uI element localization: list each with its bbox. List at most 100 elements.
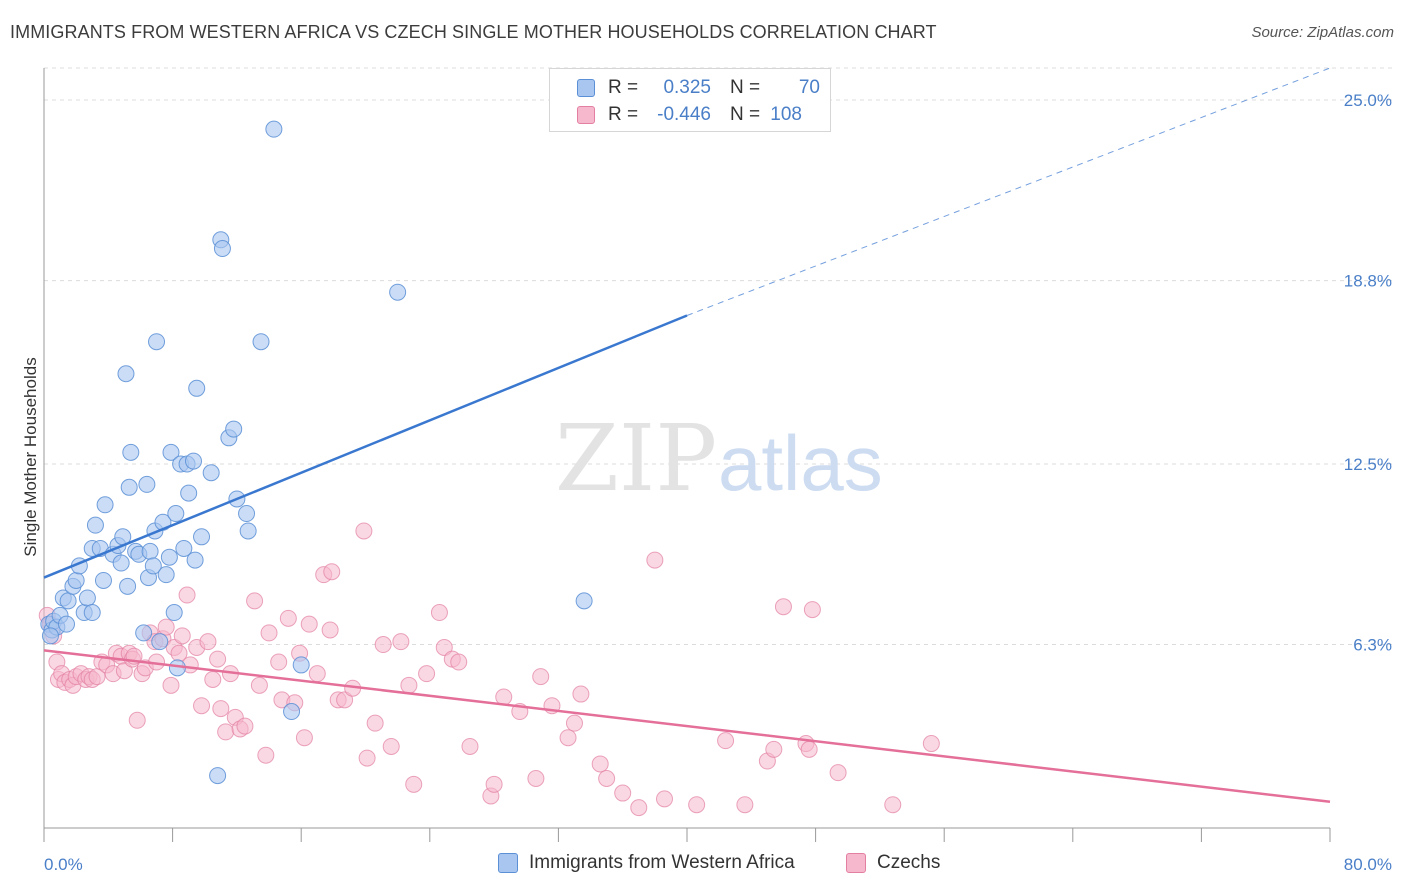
western-africa-point [67, 571, 85, 589]
czechs-point [270, 653, 288, 671]
western-africa-point [138, 475, 156, 493]
czechs-point [295, 729, 313, 747]
czechs-point [630, 799, 648, 817]
western-africa-point [202, 464, 220, 482]
watermark-atlas: atlas [718, 419, 883, 507]
czechs-point [279, 609, 297, 627]
czechs-point [355, 522, 373, 540]
czechs-point [257, 746, 275, 764]
bottom-legend-swatch-pink [846, 853, 866, 873]
bottom-legend-label: Czechs [877, 852, 941, 873]
czechs-point [358, 749, 376, 767]
western-africa-point [157, 566, 175, 584]
czechs-trend-line [43, 649, 1331, 804]
western-africa-point [41, 627, 59, 645]
czechs-point [803, 601, 821, 619]
western-africa-point [180, 484, 198, 502]
y-axis-label: Single Mother Households [21, 357, 40, 556]
western-africa-point [175, 539, 193, 557]
watermark: ZIP atlas [555, 405, 883, 512]
czechs-point [400, 676, 418, 694]
czechs-point [688, 796, 706, 814]
western-africa-trend-extension [686, 67, 1331, 316]
czechs-point [405, 775, 423, 793]
czechs-point [532, 668, 550, 686]
western-africa-point [122, 443, 140, 461]
western-africa-point [86, 516, 104, 534]
grid-lines [44, 67, 1392, 646]
western-africa-point [144, 557, 162, 575]
western-africa-point [120, 478, 138, 496]
western-africa-point [141, 542, 159, 560]
trend-lines [43, 67, 1331, 804]
western-africa-point [112, 554, 130, 572]
bottom-legend-swatch-blue [498, 853, 518, 873]
western-africa-point [96, 496, 114, 514]
legend-n-value: 70 [798, 77, 820, 98]
y-tick-label: 18.8% [1344, 272, 1392, 291]
czechs-point [173, 627, 191, 645]
western-africa-point [265, 120, 283, 138]
chart-title: IMMIGRANTS FROM WESTERN AFRICA VS CZECH … [10, 22, 937, 42]
czechs-point [717, 732, 735, 750]
legend-n-label: N = [730, 104, 761, 125]
axes [43, 68, 1331, 842]
source-note: Source: ZipAtlas.com [1251, 24, 1394, 41]
legend-swatch-blue [577, 79, 595, 97]
western-africa-point [78, 589, 96, 607]
western-africa-point [58, 615, 76, 633]
western-africa-point [167, 505, 185, 523]
western-africa-point [188, 379, 206, 397]
czechs-point [485, 775, 503, 793]
czechs-point [450, 653, 468, 671]
czechs-point [430, 604, 448, 622]
western-africa-point [252, 333, 270, 351]
czechs-point [800, 740, 818, 758]
legend-swatch-pink [577, 106, 595, 124]
western-africa-point [283, 703, 301, 721]
czechs-point [527, 769, 545, 787]
western-africa-point [213, 240, 231, 258]
western-africa-point [389, 283, 407, 301]
western-africa-point [225, 420, 243, 438]
watermark-zip: ZIP [555, 405, 717, 512]
western-africa-trend-line [43, 314, 688, 579]
legend: R = 0.325 N = 70 R = -0.446 N = 108 [549, 68, 831, 132]
czechs-point [260, 624, 278, 642]
legend-r-value: 0.325 [663, 77, 711, 98]
western-africa-point [117, 365, 135, 383]
czechs-point [559, 729, 577, 747]
x-tick-label: 80.0% [1344, 855, 1392, 874]
x-tick-label: 0.0% [44, 855, 83, 874]
czechs-point [209, 650, 227, 668]
legend-n-label: N = [730, 77, 761, 98]
legend-r-label: R = [608, 77, 639, 98]
western-africa-point [238, 505, 256, 523]
czechs-point [217, 723, 235, 741]
czechs-point [774, 598, 792, 616]
legend-row-czechs: R = -0.446 N = 108 [550, 102, 830, 128]
czechs-point [565, 714, 583, 732]
y-tick-label: 6.3% [1353, 636, 1392, 655]
czechs-point [495, 688, 513, 706]
czechs-point [246, 592, 264, 610]
czechs-point [374, 636, 392, 654]
western-africa-point [148, 333, 166, 351]
western-africa-point [83, 604, 101, 622]
czechs-point [336, 691, 354, 709]
czechs-point [236, 717, 254, 735]
western-africa-point [193, 528, 211, 546]
czechs-point [461, 737, 479, 755]
czechs-point [178, 586, 196, 604]
western-africa-point [239, 522, 257, 540]
czechs-point [212, 700, 230, 718]
western-africa-point [292, 656, 310, 674]
czechs-point [884, 796, 902, 814]
czechs-point [199, 633, 217, 651]
western-africa-point [162, 443, 180, 461]
czechs-point [115, 662, 133, 680]
czechs-point [655, 790, 673, 808]
czechs-point [418, 665, 436, 683]
legend-r-label: R = [608, 104, 639, 125]
